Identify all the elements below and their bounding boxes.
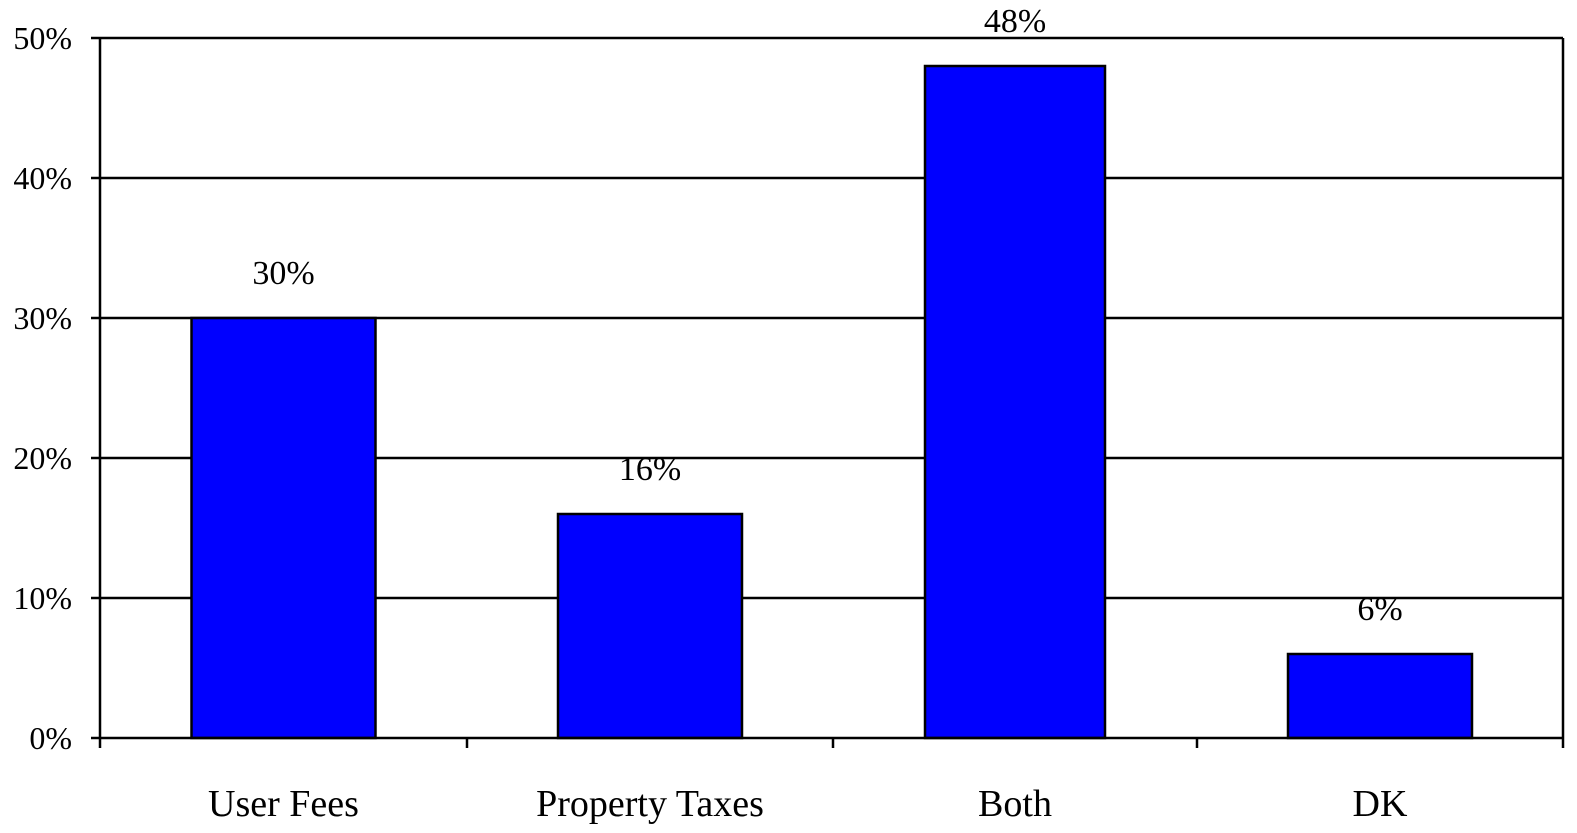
data-label: 6% (1357, 591, 1402, 628)
category-label: Both (978, 783, 1052, 825)
bar (190, 316, 377, 740)
x-category-labels: User Fees Property Taxes Both DK (208, 783, 1408, 825)
y-tick-label: 30% (13, 300, 72, 336)
bars (190, 64, 1474, 740)
y-tick-label: 50% (13, 20, 72, 56)
bar (923, 64, 1107, 740)
y-tick-label: 0% (29, 720, 72, 756)
y-tick-label: 10% (13, 580, 72, 616)
y-tick-label: 40% (13, 160, 72, 196)
bar (556, 512, 744, 740)
data-label: 16% (619, 451, 681, 488)
axes (91, 36, 1565, 748)
bar (1286, 652, 1474, 740)
y-tick-labels: 0% 10% 20% 30% 40% 50% (13, 20, 72, 756)
category-label: Property Taxes (536, 783, 764, 825)
category-label: User Fees (208, 783, 359, 825)
category-label: DK (1353, 783, 1408, 825)
data-label: 48% (984, 3, 1046, 40)
data-labels: 30% 16% 48% 6% (252, 3, 1402, 628)
data-label: 30% (252, 255, 314, 292)
y-tick-label: 20% (13, 440, 72, 476)
